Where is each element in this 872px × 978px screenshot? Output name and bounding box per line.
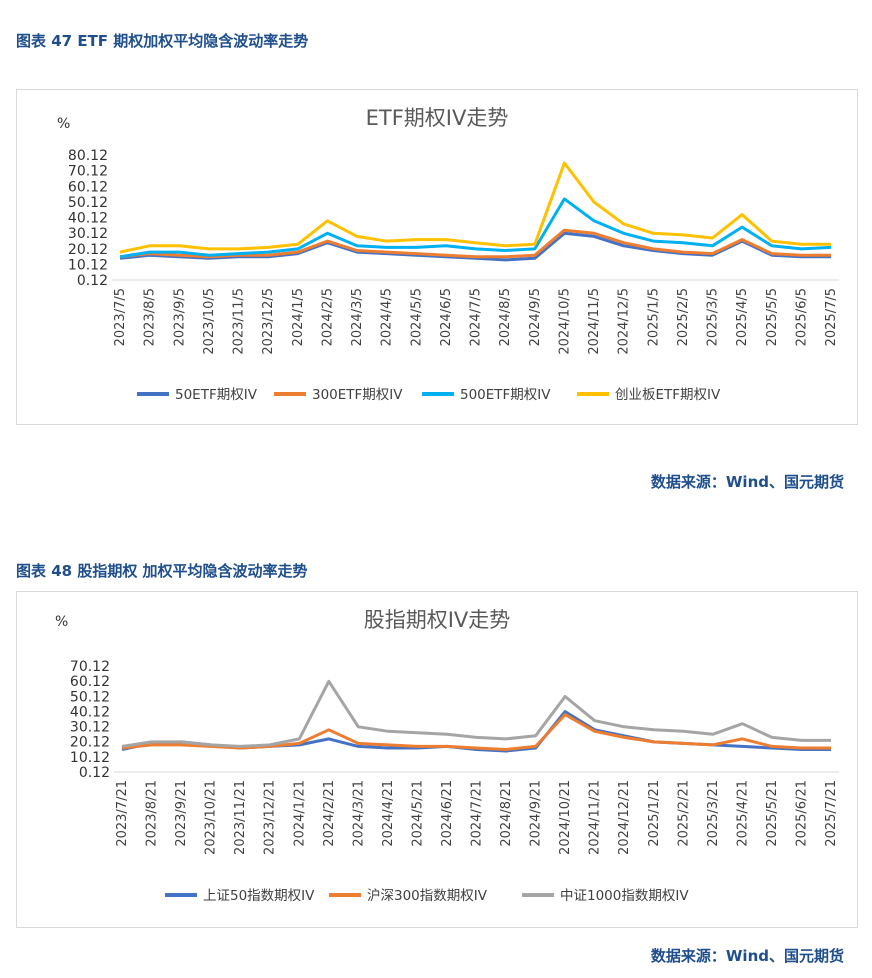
x-tick-label: 2024/8/21	[499, 780, 514, 847]
y-tick-label: 50.12	[70, 689, 110, 705]
x-tick-label: 2024/12/5	[617, 288, 632, 355]
y-tick-label: 50.12	[68, 195, 108, 211]
chart-title: 股指期权IV走势	[364, 608, 511, 632]
x-tick-label: 2024/5/5	[409, 288, 424, 346]
x-tick-label: 2024/6/5	[439, 288, 454, 346]
x-tick-label: 2025/3/21	[706, 780, 721, 847]
x-tick-label: 2025/6/21	[794, 780, 809, 847]
figure-48-caption: 图表 48 股指期权 加权平均隐含波动率走势	[16, 562, 308, 580]
series-line-1000-iv	[121, 679, 831, 748]
x-tick-label: 2023/10/5	[202, 288, 217, 355]
x-tick-label: 2025/1/21	[647, 780, 662, 847]
x-tick-label: 2025/6/5	[794, 288, 809, 346]
etf-iv-chart-svg: ETF期权IV走势% 80.1270.1260.1250.1240.1230.12…	[57, 106, 839, 403]
x-tick-label: 2025/4/5	[735, 288, 750, 346]
figure-47-chart: ETF期权IV走势% 80.12 70.12 60.12 50.12 40.12 30.12…	[16, 89, 858, 425]
x-tick-label: 2023/7/21	[115, 780, 130, 847]
y-tick-label: 60.12	[70, 674, 110, 690]
x-tick-label: 2024/12/21	[617, 780, 632, 855]
x-tick-label: 2024/7/5	[469, 288, 484, 346]
x-tick-label: 2025/4/21	[735, 780, 750, 847]
x-tick-label: 2024/11/21	[588, 780, 603, 855]
legend-label: 50ETF期权IV	[175, 386, 258, 403]
x-tick-label: 2024/9/5	[528, 288, 543, 346]
y-tick-label: 0.12	[77, 273, 108, 289]
y-tick-label: 70.12	[68, 164, 108, 180]
legend-label: 500ETF期权IV	[460, 386, 551, 403]
series-line-500etf-iv	[119, 197, 832, 259]
y-unit-label: %	[55, 614, 68, 630]
x-tick-label: 2023/12/5	[261, 288, 276, 355]
x-tick-label: 2023/8/21	[145, 780, 160, 847]
y-tick-label: 20.12	[68, 242, 108, 258]
y-tick-label: 80.12	[68, 148, 108, 164]
x-tick-label: 2024/1/5	[291, 288, 306, 346]
y-tick-label: 30.12	[70, 720, 110, 736]
y-unit-label: %	[57, 116, 70, 132]
x-tick-label: 2023/8/5	[143, 288, 158, 346]
index-iv-chart-svg: 股指期权IV走势% 70.1260.1250.1240.1230.1220.121…	[55, 608, 839, 904]
x-tick-label: 2024/4/21	[381, 780, 396, 847]
series-line-300-iv	[121, 713, 831, 751]
x-tick-label: 2024/2/5	[320, 288, 335, 346]
y-tick-label: 10.12	[68, 257, 108, 273]
x-tick-label: 2024/5/21	[410, 780, 425, 847]
x-tick-label: 2024/8/5	[498, 288, 513, 346]
x-tick-label: 2024/1/21	[292, 780, 307, 847]
legend-label: 300ETF期权IV	[312, 386, 403, 403]
figure-48-source: 数据来源：Wind、国元期货	[650, 947, 844, 965]
x-tick-label: 2024/2/21	[322, 780, 337, 847]
x-tick-label: 2023/12/21	[263, 780, 278, 855]
legend-label: 中证1000指数期权IV	[560, 887, 689, 904]
chart-title: ETF期权IV走势	[366, 106, 509, 130]
x-tick-label: 2024/11/5	[587, 288, 602, 355]
legend-label: 沪深300指数期权IV	[367, 887, 488, 904]
y-tick-label: 40.12	[68, 211, 108, 227]
y-tick-label: 20.12	[70, 735, 110, 751]
x-tick-label: 2025/2/21	[676, 780, 691, 847]
figure-47-caption: 图表 47 ETF 期权加权平均隐含波动率走势	[16, 32, 309, 50]
x-tick-label: 2024/7/21	[470, 780, 485, 847]
y-tick-label: 60.12	[68, 179, 108, 195]
x-tick-label: 2024/3/21	[351, 780, 366, 847]
x-tick-label: 2023/10/21	[204, 780, 219, 855]
x-tick-label: 2023/9/21	[174, 780, 189, 847]
y-tick-label: 70.12	[70, 659, 110, 675]
x-tick-label: 2025/5/21	[765, 780, 780, 847]
y-tick-label: 30.12	[68, 226, 108, 242]
x-tick-label: 2025/7/5	[824, 288, 839, 346]
y-tick-label: 40.12	[70, 704, 110, 720]
x-tick-label: 2024/10/5	[557, 288, 572, 355]
x-tick-label: 2024/10/21	[558, 780, 573, 855]
y-tick-label: 0.12	[79, 765, 110, 781]
x-tick-label: 2023/7/5	[113, 288, 128, 346]
x-tick-label: 2025/2/5	[676, 288, 691, 346]
x-tick-label: 2025/7/21	[824, 780, 839, 847]
y-tick-label: 10.12	[70, 750, 110, 766]
x-tick-label: 2024/6/21	[440, 780, 455, 847]
x-tick-label: 2023/11/21	[233, 780, 248, 855]
x-tick-label: 2024/3/5	[350, 288, 365, 346]
legend-label: 创业板ETF期权IV	[615, 386, 721, 403]
x-tick-label: 2025/3/5	[706, 288, 721, 346]
figure-47-source: 数据来源：Wind、国元期货	[650, 473, 844, 491]
x-tick-label: 2024/9/21	[529, 780, 544, 847]
x-tick-label: 2023/9/5	[172, 288, 187, 346]
legend-label: 上证50指数期权IV	[203, 887, 315, 904]
x-tick-label: 2023/11/5	[232, 288, 247, 355]
series-line-300etf-iv	[119, 228, 831, 259]
x-tick-label: 2025/1/5	[646, 288, 661, 346]
x-tick-label: 2024/4/5	[380, 288, 395, 346]
figure-48-chart: 股指期权IV走势% 70.12 60.12 50.12 40.12 30.12 20.12 1…	[16, 591, 858, 928]
series-line-etf-iv	[119, 161, 831, 254]
x-tick-label: 2025/5/5	[765, 288, 780, 346]
